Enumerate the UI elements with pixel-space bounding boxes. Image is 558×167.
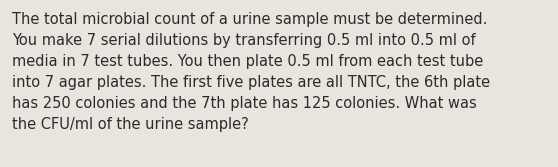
Text: The total microbial count of a urine sample must be determined.
You make 7 seria: The total microbial count of a urine sam… [12,12,490,132]
